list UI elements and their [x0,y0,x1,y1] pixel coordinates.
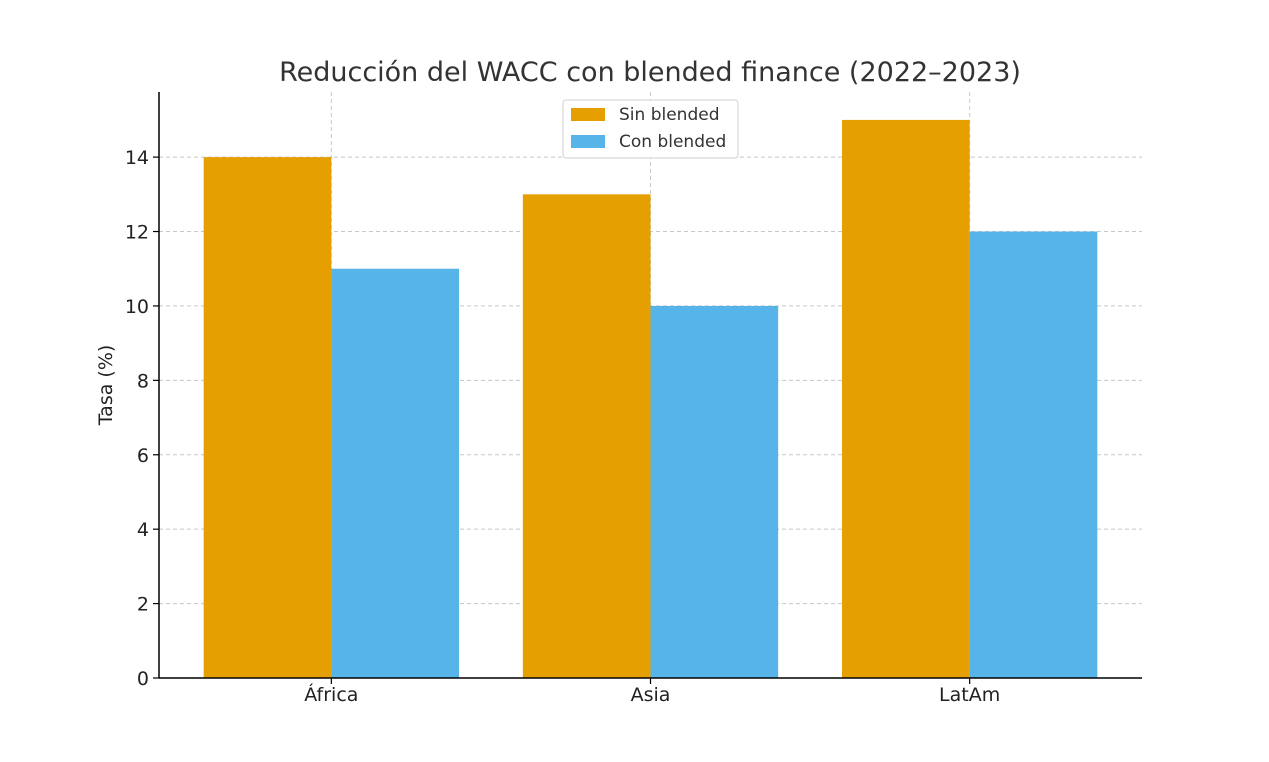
y-tick-label: 14 [125,147,149,169]
x-tick-label: Asia [631,684,671,706]
axes [153,92,1142,684]
legend-box [562,99,739,159]
y-tick-label: 10 [125,296,149,318]
y-tick-label: 6 [137,445,149,467]
bar-sin-blended [841,119,970,678]
bar-sin-blended [203,157,332,679]
legend-swatch [571,108,605,121]
bar-con-blended [650,305,779,678]
bars [203,119,1098,679]
bar-con-blended [331,268,460,678]
tick-labels: 0 2 4 6 8 10 12 14 África Asia LatAm [125,147,1000,706]
y-tick-label: 8 [137,370,149,392]
legend: Sin blended Con blended [562,99,739,159]
legend-label: Con blended [619,132,726,152]
legend-label: Sin blended [619,105,719,125]
x-tick-label: LatAm [939,684,1000,706]
legend-swatch [571,135,605,148]
y-tick-label: 12 [125,222,149,244]
chart-title: Reducción del WACC con blended finance (… [279,57,1021,88]
y-tick-label: 2 [137,594,149,616]
y-axis-label: Tasa (%) [95,345,117,427]
y-tick-label: 0 [137,668,149,690]
bar-con-blended [969,231,1098,678]
y-tick-label: 4 [137,519,149,541]
x-tick-label: África [304,683,358,706]
bar-sin-blended [522,194,651,679]
